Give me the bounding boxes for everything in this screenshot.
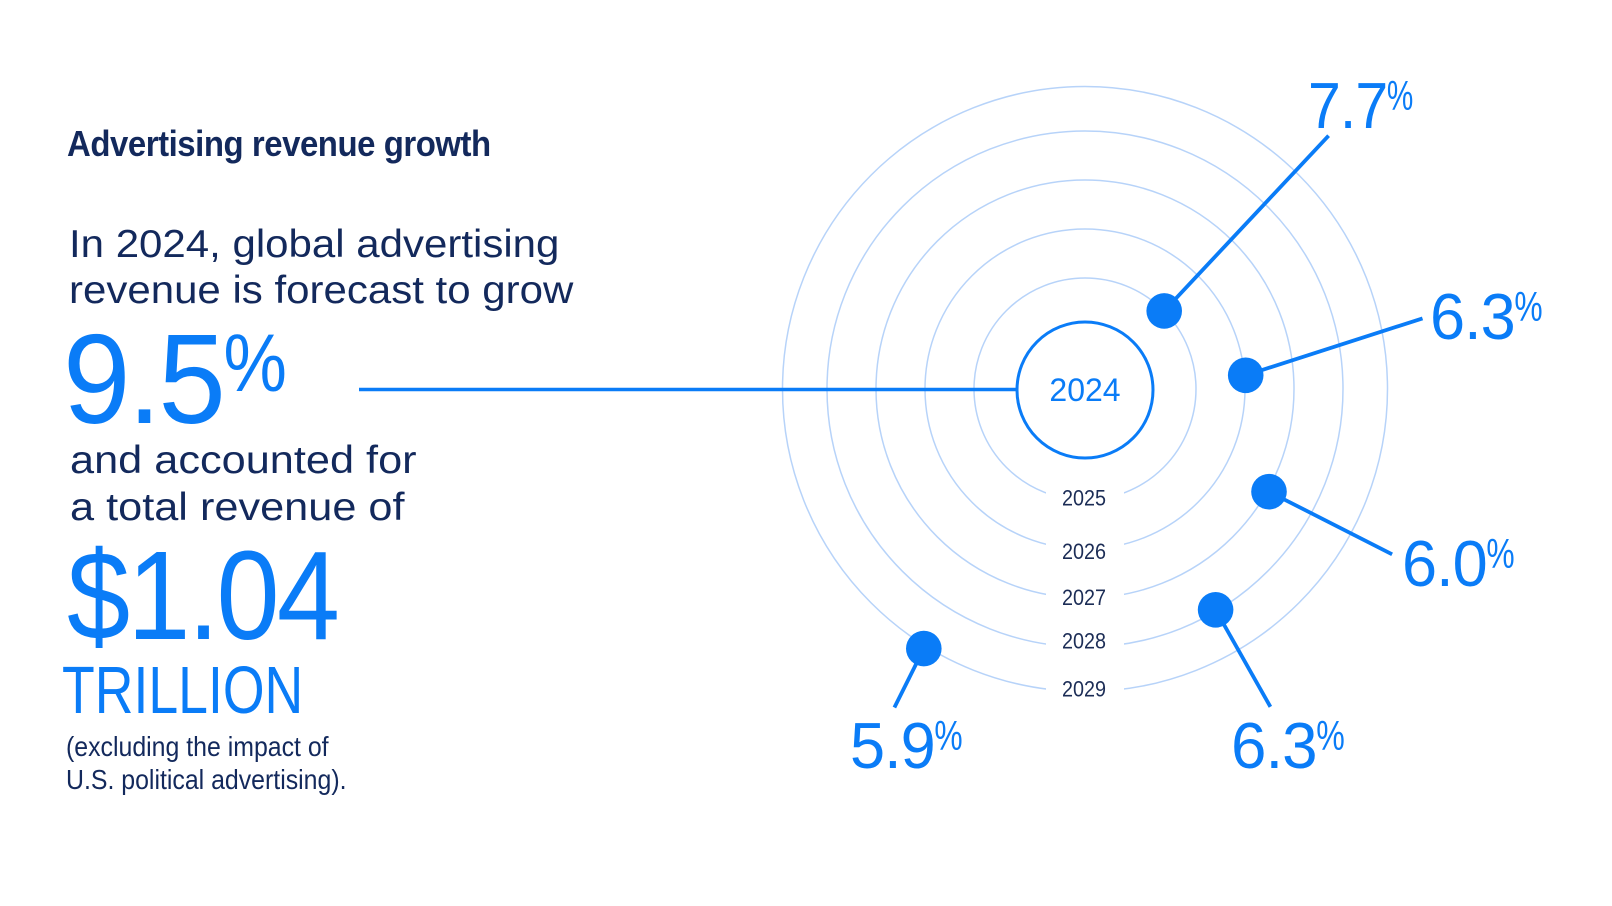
svg-text:2029: 2029 [1062, 677, 1106, 702]
svg-text:2027: 2027 [1062, 585, 1106, 610]
svg-text:2025: 2025 [1062, 486, 1106, 511]
svg-text:2028: 2028 [1062, 629, 1106, 654]
svg-text:2026: 2026 [1062, 539, 1106, 564]
svg-text:2024: 2024 [1049, 372, 1120, 408]
